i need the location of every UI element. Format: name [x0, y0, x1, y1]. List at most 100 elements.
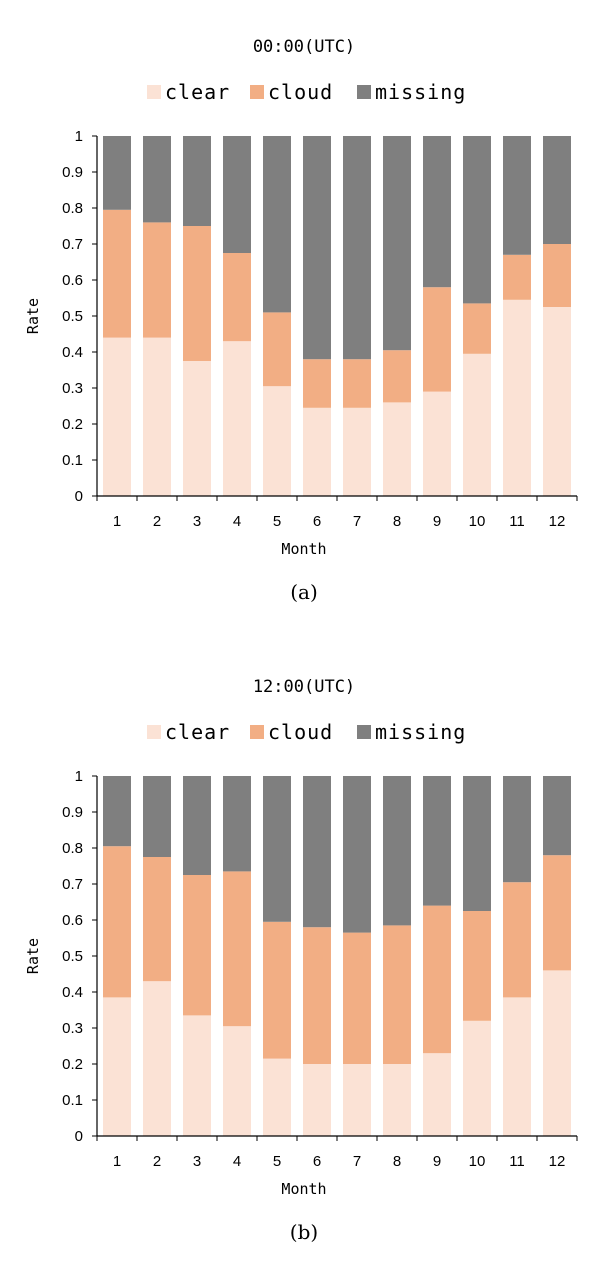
- x-tick-label: 8: [393, 513, 401, 530]
- legend-swatch-clear: [147, 85, 161, 99]
- x-tick-label: 5: [273, 1153, 281, 1170]
- bar-cloud-month-9: [423, 287, 451, 392]
- bar-missing-month-12: [543, 136, 571, 244]
- bar-cloud-month-6: [303, 359, 331, 408]
- bar-cloud-month-9: [423, 905, 451, 1054]
- bar-cloud-month-7: [343, 932, 371, 1064]
- x-tick-label: 8: [393, 1153, 401, 1170]
- legend-swatch-cloud: [250, 85, 264, 99]
- bar-missing-month-8: [383, 776, 411, 926]
- bar-cloud-month-4: [223, 253, 251, 342]
- bar-cloud-month-5: [263, 312, 291, 387]
- x-tick-label: 3: [193, 513, 201, 530]
- bar-missing-month-10: [463, 776, 491, 911]
- bar-clear-month-5: [263, 1058, 291, 1136]
- bar-clear-month-4: [223, 341, 251, 496]
- bar-missing-month-1: [103, 136, 131, 210]
- y-tick-label: 0.1: [62, 452, 83, 469]
- bar-missing-month-12: [543, 776, 571, 856]
- x-tick-label: 9: [433, 1153, 441, 1170]
- x-tick-label: 4: [233, 1153, 241, 1170]
- y-tick-label: 0.3: [62, 380, 83, 397]
- bar-cloud-month-2: [143, 222, 171, 338]
- bar-cloud-month-11: [503, 254, 531, 300]
- bar-clear-month-12: [543, 970, 571, 1136]
- bar-clear-month-5: [263, 386, 291, 496]
- bar-cloud-month-4: [223, 871, 251, 1027]
- bar-missing-month-9: [423, 776, 451, 906]
- bar-clear-month-9: [423, 391, 451, 496]
- y-tick-label: 0.8: [62, 840, 83, 857]
- x-axis-title: Month: [281, 540, 326, 558]
- bar-missing-month-8: [383, 136, 411, 351]
- y-tick-label: 0.9: [62, 164, 83, 181]
- y-tick-label: 1: [75, 768, 83, 785]
- y-tick-label: 0.6: [62, 272, 83, 289]
- x-tick-label: 4: [233, 513, 241, 530]
- bar-missing-month-3: [183, 136, 211, 226]
- y-tick-label: 0.5: [62, 308, 83, 325]
- legend-label-cloud: cloud: [268, 720, 333, 744]
- y-axis-title: Rate: [24, 298, 42, 334]
- bar-clear-month-1: [103, 337, 131, 496]
- y-tick-label: 0.2: [62, 416, 83, 433]
- bar-missing-month-10: [463, 136, 491, 304]
- bar-clear-month-1: [103, 997, 131, 1136]
- bar-missing-month-6: [303, 136, 331, 360]
- bar-clear-month-8: [383, 1064, 411, 1136]
- x-tick-label: 6: [313, 513, 321, 530]
- bar-cloud-month-10: [463, 911, 491, 1021]
- bar-missing-month-7: [343, 136, 371, 360]
- bar-cloud-month-3: [183, 875, 211, 1016]
- bar-cloud-month-5: [263, 921, 291, 1059]
- bar-cloud-month-3: [183, 226, 211, 361]
- y-tick-label: 0.7: [62, 236, 83, 253]
- bar-clear-month-12: [543, 307, 571, 496]
- bar-cloud-month-8: [383, 925, 411, 1064]
- x-tick-label: 5: [273, 513, 281, 530]
- bar-missing-month-4: [223, 776, 251, 872]
- bar-clear-month-6: [303, 407, 331, 496]
- bar-clear-month-4: [223, 1026, 251, 1136]
- y-tick-label: 0.4: [62, 344, 83, 361]
- bar-cloud-month-10: [463, 303, 491, 354]
- x-tick-label: 7: [353, 1153, 361, 1170]
- bar-clear-month-7: [343, 407, 371, 496]
- y-tick-label: 0.9: [62, 804, 83, 821]
- bar-cloud-month-1: [103, 209, 131, 338]
- bar-cloud-month-6: [303, 927, 331, 1064]
- bar-missing-month-5: [263, 136, 291, 313]
- y-tick-label: 0.3: [62, 1020, 83, 1037]
- bar-clear-month-2: [143, 337, 171, 496]
- x-tick-label: 1: [113, 513, 121, 530]
- bar-missing-month-7: [343, 776, 371, 933]
- x-tick-label: 7: [353, 513, 361, 530]
- bar-missing-month-3: [183, 776, 211, 875]
- y-axis-title: Rate: [24, 938, 42, 974]
- bar-clear-month-9: [423, 1053, 451, 1136]
- y-tick-label: 0.2: [62, 1056, 83, 1073]
- y-tick-label: 0.4: [62, 984, 83, 1001]
- legend-swatch-cloud: [250, 725, 264, 739]
- y-tick-label: 0.1: [62, 1092, 83, 1109]
- chart-title: 12:00(UTC): [253, 677, 355, 697]
- y-tick-label: 0: [75, 1128, 83, 1145]
- bar-missing-month-5: [263, 776, 291, 922]
- legend-label-missing: missing: [375, 80, 466, 104]
- y-tick-label: 0.5: [62, 948, 83, 965]
- x-tick-label: 2: [153, 1153, 161, 1170]
- legend-label-missing: missing: [375, 720, 466, 744]
- x-tick-label: 10: [469, 513, 486, 530]
- bar-missing-month-6: [303, 776, 331, 928]
- bar-clear-month-3: [183, 361, 211, 496]
- y-tick-label: 0.8: [62, 200, 83, 217]
- bar-clear-month-7: [343, 1064, 371, 1136]
- bar-cloud-month-7: [343, 359, 371, 408]
- x-tick-label: 3: [193, 1153, 201, 1170]
- bar-missing-month-11: [503, 136, 531, 255]
- bar-cloud-month-2: [143, 857, 171, 982]
- y-tick-label: 1: [75, 128, 83, 145]
- legend-label-clear: clear: [165, 720, 230, 744]
- x-tick-label: 9: [433, 513, 441, 530]
- legend-swatch-missing: [357, 85, 371, 99]
